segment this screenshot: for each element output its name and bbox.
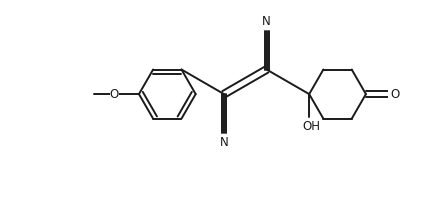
Text: N: N <box>262 15 271 28</box>
Text: O: O <box>390 88 399 101</box>
Text: OH: OH <box>303 120 321 132</box>
Text: N: N <box>220 136 229 149</box>
Text: O: O <box>110 88 119 101</box>
